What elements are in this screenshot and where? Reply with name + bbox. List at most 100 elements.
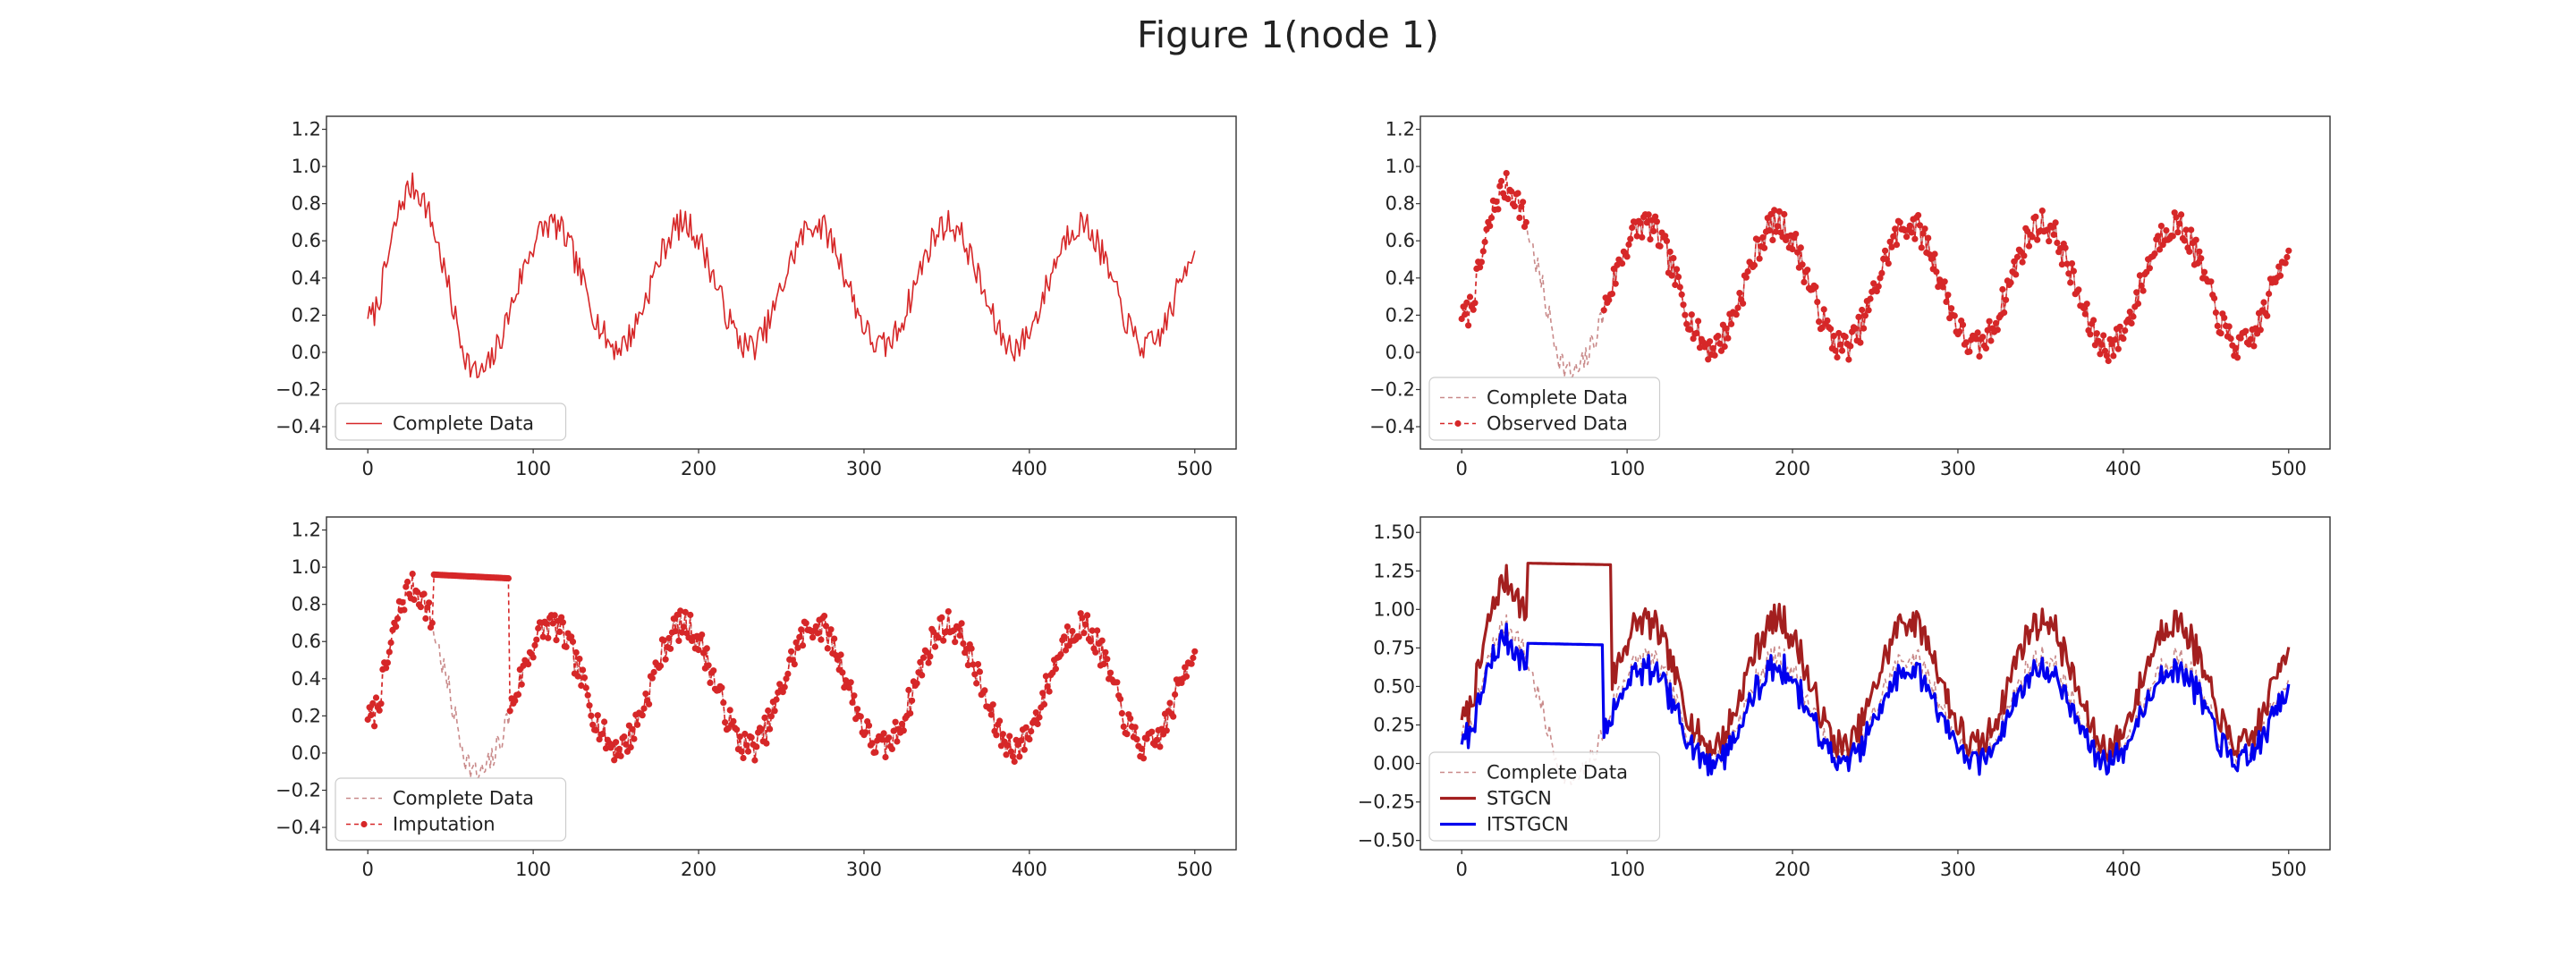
data-point <box>857 713 864 720</box>
data-point <box>1893 242 1901 249</box>
data-point <box>1773 228 1780 235</box>
data-point <box>409 571 416 578</box>
legend-label: Complete Data <box>1487 762 1628 784</box>
data-point <box>672 628 679 635</box>
data-point <box>2264 312 2271 319</box>
data-point <box>617 752 624 759</box>
data-point <box>956 631 963 640</box>
data-point <box>2012 271 2020 278</box>
data-point <box>1143 735 1150 742</box>
data-point <box>615 745 623 753</box>
data-point <box>1812 284 1819 291</box>
x-tick-label: 500 <box>1177 458 1213 479</box>
legend-marker <box>360 820 368 828</box>
data-point <box>1774 223 1781 230</box>
data-point <box>788 648 795 655</box>
legend-label: STGCN <box>1487 788 1552 809</box>
data-point <box>377 700 385 708</box>
data-point <box>646 700 653 708</box>
data-point <box>401 606 408 614</box>
data-point <box>551 612 558 619</box>
data-point <box>818 636 825 643</box>
data-point <box>1886 238 1894 245</box>
y-tick-label: 1.2 <box>292 520 321 541</box>
data-point <box>1707 338 1714 345</box>
legend-box <box>1428 377 1661 441</box>
y-tick-label: −0.2 <box>1369 378 1415 400</box>
data-point <box>1637 219 1644 226</box>
data-point <box>2282 259 2289 267</box>
data-point <box>1608 290 1616 298</box>
y-tick-label: 1.00 <box>1373 598 1415 620</box>
data-point <box>1740 300 1747 307</box>
y-tick-label: −0.25 <box>1358 792 1415 813</box>
y-tick-label: 0.4 <box>1385 267 1415 289</box>
y-tick-label: 0.75 <box>1373 637 1415 658</box>
data-point <box>1754 236 1761 243</box>
data-point <box>821 613 828 620</box>
data-point <box>2260 299 2267 306</box>
data-point <box>1987 337 1995 344</box>
data-point <box>2146 265 2153 272</box>
x-tick-label: 0 <box>1456 458 1468 479</box>
data-point <box>794 644 801 651</box>
data-point <box>699 631 706 639</box>
y-tick-label: 1.50 <box>1373 521 1415 543</box>
data-point <box>851 692 858 699</box>
data-point <box>783 675 790 682</box>
data-point <box>1032 709 1039 716</box>
data-point <box>736 733 743 741</box>
data-point <box>945 608 952 615</box>
x-tick-label: 300 <box>846 458 882 479</box>
legend: Complete Data STGCN ITSTGCN <box>1428 751 1661 842</box>
data-point <box>1191 648 1199 655</box>
data-point <box>1672 281 1679 289</box>
y-tick-label: 1.2 <box>1385 119 1415 140</box>
subplot-grid: 0 100 200 300 400 500 −0.4 −0.2 0.0 0.2 0.4 0.6 0.8 1… <box>275 115 2331 880</box>
data-point <box>1992 319 2000 326</box>
data-point <box>2048 224 2055 231</box>
data-point <box>744 748 752 755</box>
data-point <box>1885 260 1892 267</box>
data-point <box>726 707 733 714</box>
data-point <box>2247 335 2254 343</box>
data-point <box>1657 242 1664 250</box>
data-point <box>880 730 887 737</box>
data-point <box>1079 614 1086 622</box>
figure-title: Figure 1(node 1) <box>1137 13 1439 56</box>
data-point <box>1003 751 1010 758</box>
data-point <box>2128 319 2135 327</box>
data-point <box>1647 236 1654 243</box>
data-point <box>2227 335 2234 343</box>
data-point <box>667 645 674 652</box>
series-line <box>1461 172 2290 378</box>
data-point <box>1606 296 1613 304</box>
y-tick-label: −0.4 <box>275 817 321 838</box>
data-point <box>1908 229 1915 236</box>
data-point <box>1688 311 1695 318</box>
data-point <box>1120 723 1127 731</box>
y-tick-label: 0.50 <box>1373 675 1415 697</box>
data-point <box>1668 272 1675 279</box>
data-point <box>2192 236 2199 243</box>
data-point <box>559 619 567 626</box>
data-point <box>2070 267 2077 275</box>
data-point <box>1007 748 1015 755</box>
data-point <box>888 745 896 753</box>
data-point <box>2151 250 2158 258</box>
data-point <box>2211 294 2218 302</box>
data-point <box>1653 218 1660 225</box>
data-point <box>1984 326 1991 334</box>
data-point <box>1104 656 1111 663</box>
data-point <box>1106 669 1114 676</box>
data-point <box>2221 314 2228 321</box>
data-point <box>2140 287 2147 294</box>
x-tick-label: 200 <box>681 859 716 880</box>
data-point <box>2169 233 2176 240</box>
data-point <box>2116 323 2123 330</box>
data-point <box>545 634 552 641</box>
data-point <box>1824 317 1831 324</box>
data-point <box>1943 298 1950 305</box>
data-point <box>364 716 371 724</box>
data-point <box>2233 354 2241 361</box>
